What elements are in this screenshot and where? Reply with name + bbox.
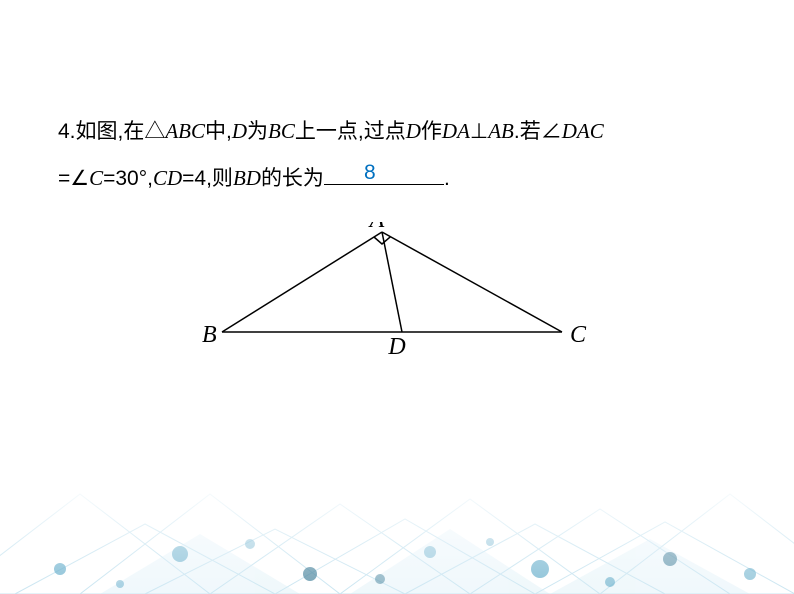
line-ad — [382, 232, 402, 332]
text-part8: =∠ — [58, 167, 89, 190]
right-angle-marker — [374, 237, 391, 244]
diagram-container: A B C D — [58, 222, 736, 367]
label-c: C — [570, 322, 587, 348]
triangle-abc: ABC — [165, 119, 205, 143]
text-part6: ⊥ — [470, 120, 488, 143]
angle-c: C — [89, 166, 103, 190]
text-part11: 的长为 — [261, 167, 324, 190]
text-part12: . — [444, 167, 450, 190]
text-part2: 中, — [205, 120, 232, 143]
segment-bd: BD — [233, 166, 261, 190]
segment-ab: AB — [488, 119, 514, 143]
text-part7: .若∠ — [514, 120, 562, 143]
text-part1: 如图,在△ — [76, 120, 166, 143]
segment-cd: CD — [153, 166, 182, 190]
label-d: D — [387, 334, 405, 360]
line-ab — [222, 232, 382, 332]
text-part4: 上一点,过点 — [295, 120, 406, 143]
text-part10: =4,则 — [182, 167, 233, 190]
question-number: 4. — [58, 120, 76, 143]
text-part3: 为 — [247, 120, 268, 143]
text-part5: 作 — [421, 120, 442, 143]
angle-dac: DAC — [562, 119, 604, 143]
label-a: A — [368, 222, 385, 233]
segment-bc: BC — [268, 119, 295, 143]
footer-background — [0, 474, 794, 594]
line-ca — [382, 232, 562, 332]
text-part9: =30°, — [103, 167, 153, 190]
answer-value: 8 — [364, 150, 376, 196]
segment-da: DA — [442, 119, 470, 143]
point-d: D — [232, 119, 247, 143]
answer-blank: 8 — [324, 184, 444, 185]
point-d2: D — [406, 119, 421, 143]
question-text: 4.如图,在△ABC中,D为BC上一点,过点D作DA⊥AB.若∠DAC=∠C=3… — [58, 108, 736, 202]
triangle-diagram: A B C D — [202, 222, 592, 362]
label-b: B — [202, 322, 217, 348]
